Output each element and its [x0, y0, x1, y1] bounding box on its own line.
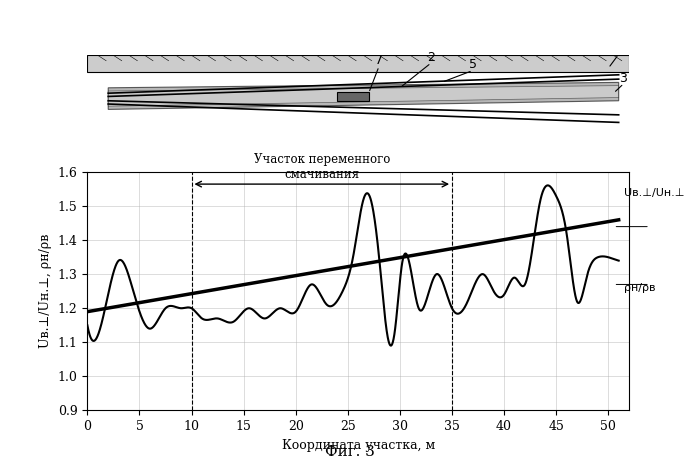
Polygon shape: [108, 86, 619, 106]
Text: Участок переменного
смачивания: Участок переменного смачивания: [254, 153, 390, 181]
FancyBboxPatch shape: [338, 92, 368, 101]
Text: Uв.⊥/Uн.⊥: Uв.⊥/Uн.⊥: [624, 188, 684, 198]
Text: 2: 2: [427, 51, 435, 64]
FancyBboxPatch shape: [87, 55, 629, 71]
Y-axis label: Uв.⊥/Uн.⊥, ρн/ρв: Uв.⊥/Uн.⊥, ρн/ρв: [39, 234, 52, 349]
Text: 4: 4: [0, 460, 1, 461]
X-axis label: Координата участка, м: Координата участка, м: [282, 438, 435, 452]
Text: Фиг. 3: Фиг. 3: [324, 445, 375, 460]
Text: 7: 7: [375, 54, 383, 67]
Text: 5: 5: [469, 58, 477, 71]
Text: 3: 3: [619, 72, 626, 85]
Text: ρн/ρв: ρн/ρв: [624, 283, 656, 293]
Polygon shape: [108, 83, 619, 109]
